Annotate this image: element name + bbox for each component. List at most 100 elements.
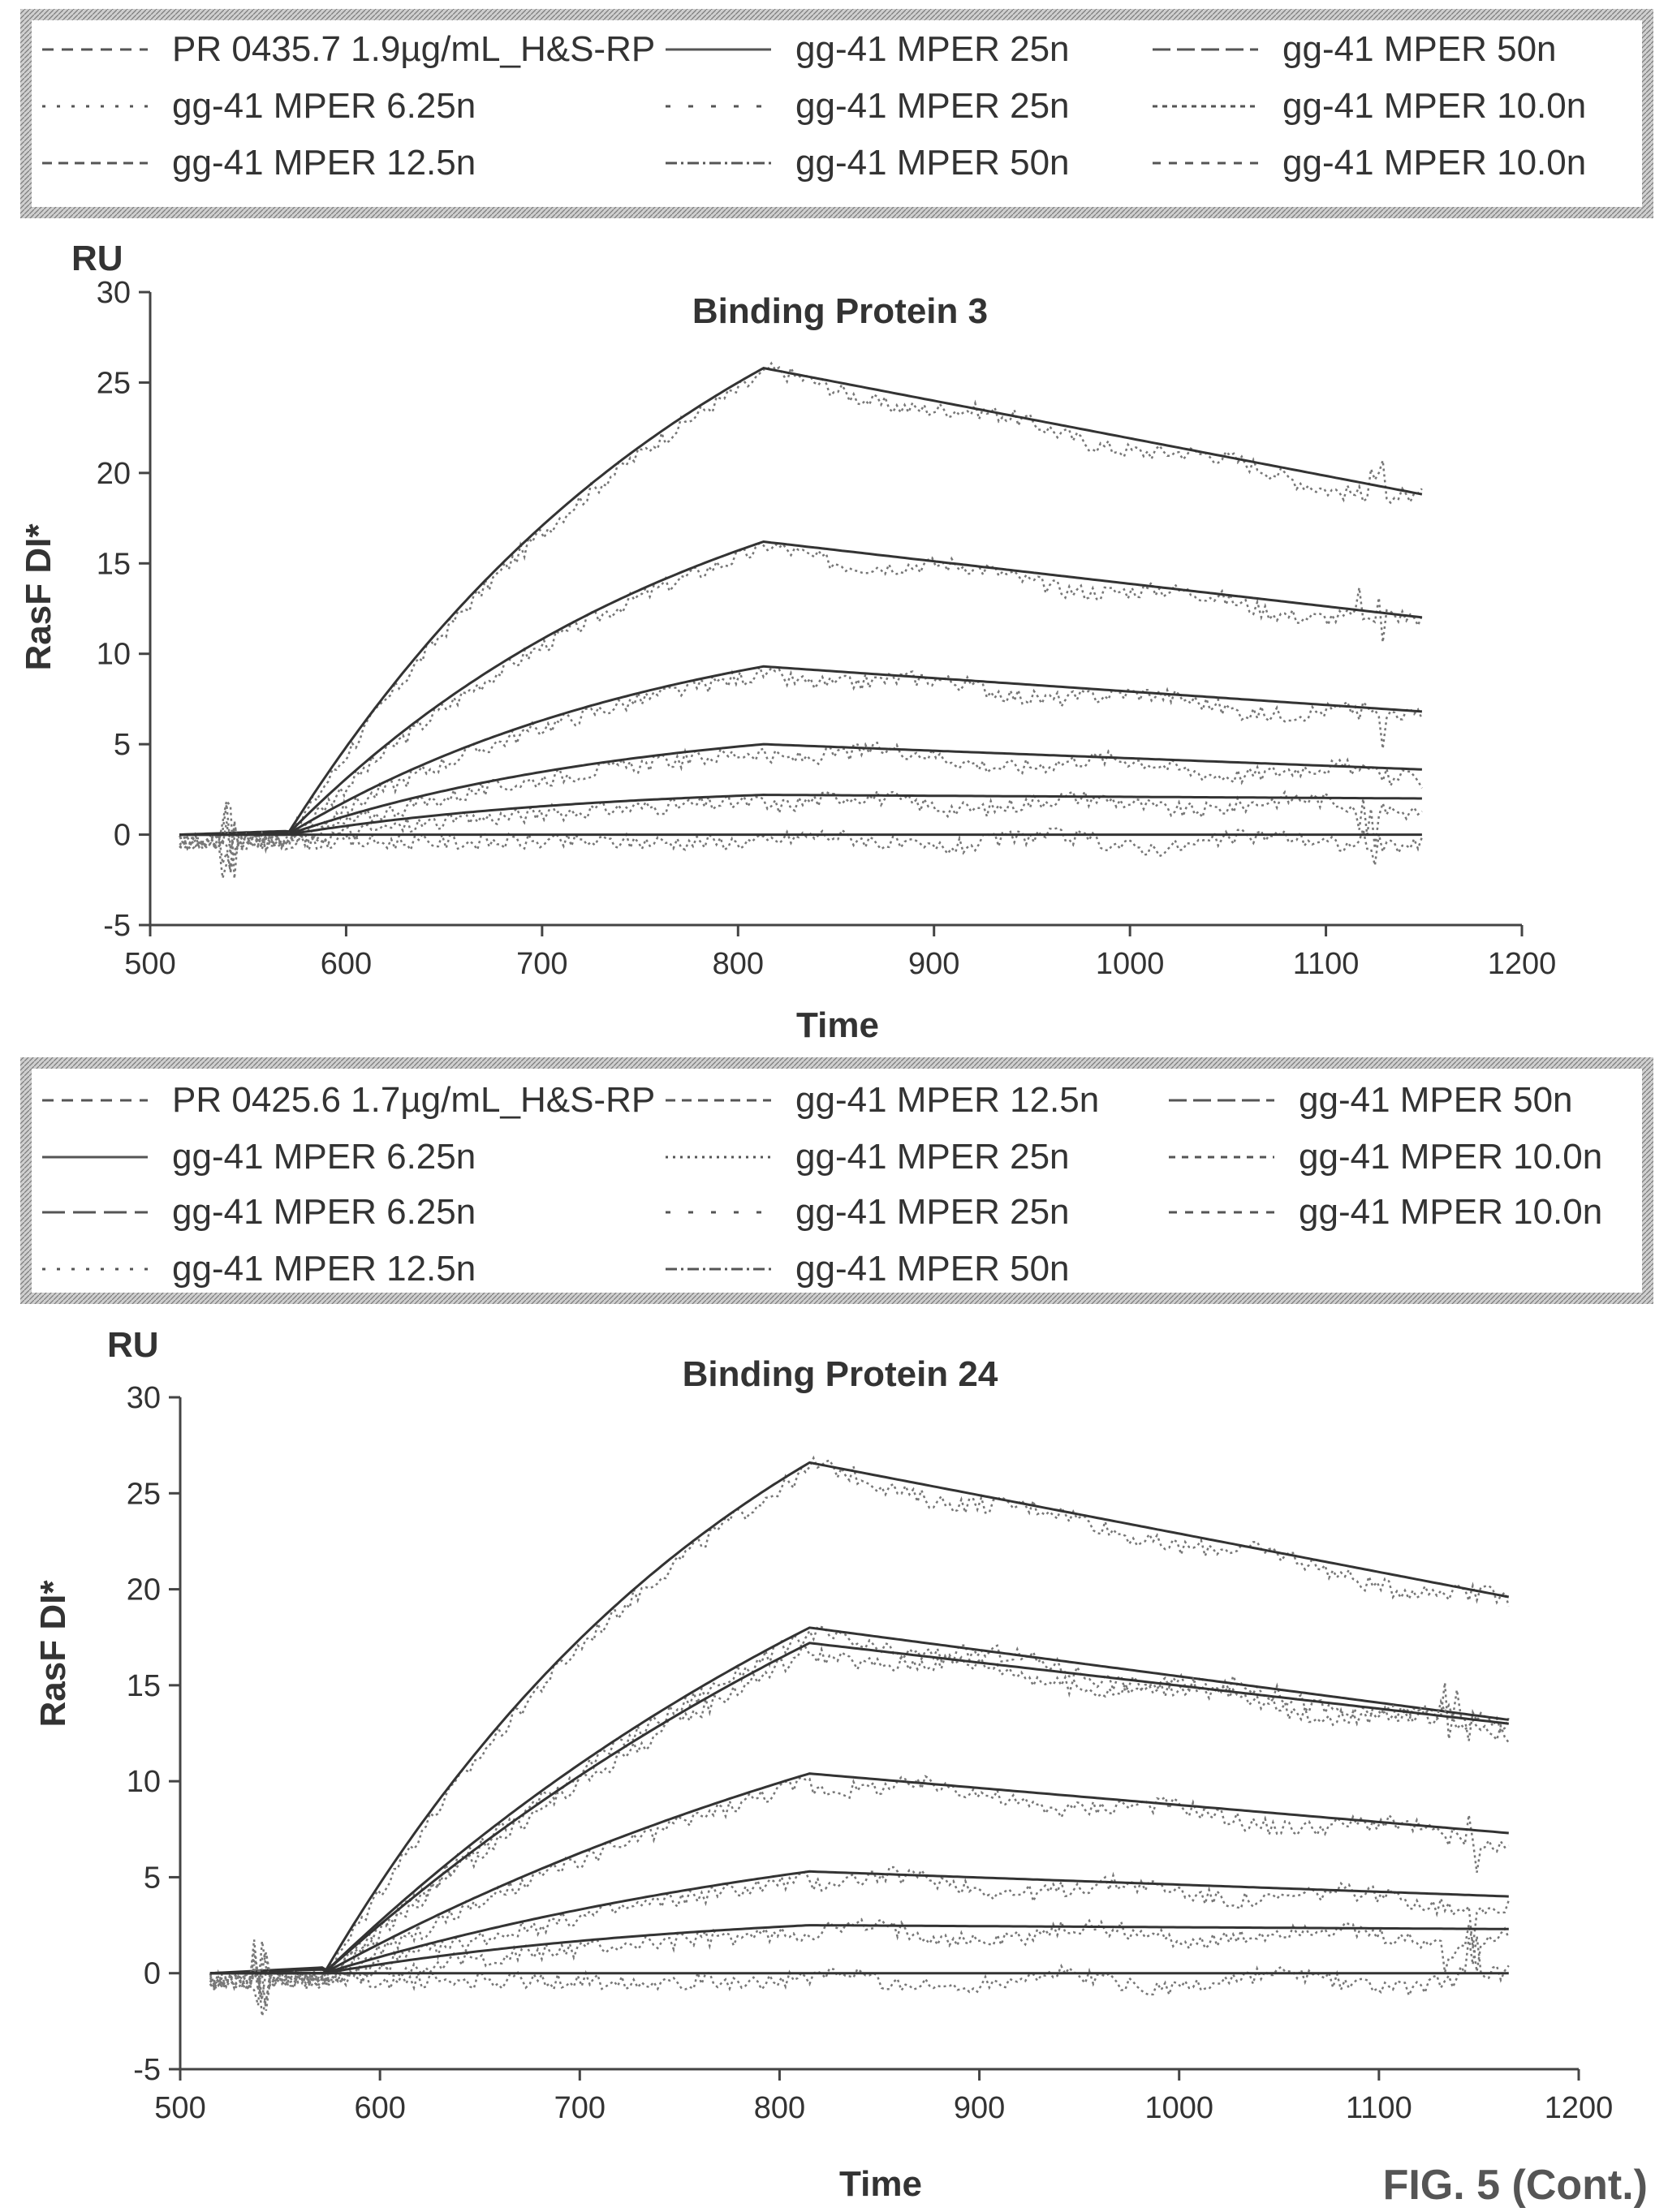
series-fit-line xyxy=(209,1642,1509,1975)
legend-label: gg-41 MPER 10.0n xyxy=(1282,143,1586,183)
y-axis-label-1: RasF DI* xyxy=(19,523,58,671)
y-tick-label: 20 xyxy=(97,457,131,491)
plot-area-2 xyxy=(209,1455,1510,2016)
chart-binding-protein-3: PR 0435.7 1.9µg/mL_H&S-RP gg-41 MPER 25n g… xyxy=(19,9,1653,1045)
chart-title-1: Binding Protein 3 xyxy=(692,291,988,331)
figure-label: FIG. 5 (Cont.) xyxy=(1383,2162,1648,2209)
legend-label: PR 0435.7 1.9µg/mL_H&S-RP xyxy=(172,29,655,69)
x-tick-label: 1000 xyxy=(1096,947,1165,981)
legend-label: gg-41 MPER 10.0n xyxy=(1299,1137,1602,1177)
y-tick-label: 25 xyxy=(97,366,131,400)
legend-entry: gg-41 MPER 25n xyxy=(666,29,1070,69)
legend-label: gg-41 MPER 6.25n xyxy=(172,1137,476,1177)
chart-title-2: Binding Protein 24 xyxy=(683,1354,998,1394)
legend-entry: PR 0425.6 1.7µg/mL_H&S-RP xyxy=(42,1080,655,1120)
x-axis-label-2: Time xyxy=(839,2164,922,2204)
legend-box-2 xyxy=(20,1057,1653,1304)
legend-label: gg-41 MPER 12.5n xyxy=(172,1249,476,1289)
legend-entry: gg-41 MPER 25n xyxy=(666,1137,1070,1177)
x-tick-label: 600 xyxy=(354,2091,405,2125)
legend-label: gg-41 MPER 12.5n xyxy=(795,1080,1099,1120)
series-fit-line xyxy=(179,742,1422,837)
y-tick-label: 10 xyxy=(127,1765,161,1799)
legend-label: gg-41 MPER 25n xyxy=(795,1192,1070,1232)
series-observed-line xyxy=(179,741,1423,854)
series-observed-line xyxy=(179,821,1424,866)
legend-entry: gg-41 MPER 6.25n xyxy=(42,86,476,126)
legend-label: gg-41 MPER 25n xyxy=(795,1137,1070,1177)
series-observed-line xyxy=(209,1775,1510,2012)
x-tick-label: 900 xyxy=(954,2091,1005,2125)
legend-label: gg-41 MPER 12.5n xyxy=(172,143,476,183)
legend-entry: gg-41 MPER 6.25n xyxy=(42,1192,476,1232)
legend-entry: gg-41 MPER 50n xyxy=(1153,29,1557,69)
legend-entry: gg-41 MPER 12.5n xyxy=(42,1249,476,1289)
legend-entry: gg-41 MPER 25n xyxy=(666,1192,1070,1232)
legend-entry: gg-41 MPER 25n xyxy=(666,86,1070,126)
series-observed-line xyxy=(209,1917,1510,1994)
y-tick-label: 0 xyxy=(114,819,131,853)
y-tick-label: -5 xyxy=(103,909,131,943)
x-tick-label: 700 xyxy=(516,947,567,981)
y-tick-label: 25 xyxy=(127,1477,161,1511)
legend-entry: gg-41 MPER 50n xyxy=(666,1249,1070,1289)
x-tick-label: 1100 xyxy=(1346,2091,1412,2125)
series-observed-line xyxy=(209,1455,1510,2006)
y-tick-label: 5 xyxy=(144,1861,161,1895)
series-fit-line xyxy=(179,793,1422,837)
x-tick-label: 500 xyxy=(154,2091,205,2125)
series-observed-line xyxy=(209,1866,1510,1999)
legend-label: gg-41 MPER 25n xyxy=(795,86,1070,126)
series-fit-line xyxy=(209,1870,1509,1975)
y-unit-label-1: RU xyxy=(71,239,123,278)
legend-label: gg-41 MPER 10.0n xyxy=(1299,1192,1602,1232)
legend-label: gg-41 MPER 6.25n xyxy=(172,1192,476,1232)
y-tick-label: 0 xyxy=(144,1957,161,1991)
x-tick-label: 800 xyxy=(754,2091,805,2125)
legend-label: gg-41 MPER 10.0n xyxy=(1282,86,1586,126)
y-tick-label: -5 xyxy=(133,2053,161,2087)
legend-entry: gg-41 MPER 10.0n xyxy=(1169,1192,1602,1232)
series-fit-line xyxy=(209,1924,1509,1975)
y-tick-label: 10 xyxy=(97,638,131,672)
legend-label: gg-41 MPER 50n xyxy=(1282,29,1557,69)
x-tick-label: 700 xyxy=(554,2091,606,2125)
legend-entry: gg-41 MPER 10.0n xyxy=(1153,143,1586,183)
legend-entry: gg-41 MPER 12.5n xyxy=(666,1080,1099,1120)
series-fit-line xyxy=(209,1626,1509,1975)
series-observed-line xyxy=(209,1935,1510,2004)
plot-area-1 xyxy=(179,361,1424,880)
series-fit-line xyxy=(179,665,1423,837)
series-fit-line xyxy=(209,1772,1509,1975)
legend-entry: gg-41 MPER 12.5n xyxy=(42,143,476,183)
y-tick-label: 15 xyxy=(127,1669,161,1703)
x-tick-label: 1000 xyxy=(1144,2091,1213,2125)
axes-2: -5 0 5 10 15 20 25 30 500 600 700 800 900 1000 1100 120… xyxy=(127,1381,1614,2125)
y-tick-label: 5 xyxy=(114,728,131,762)
legend-box-1 xyxy=(20,9,1653,218)
legend-2: PR 0425.6 1.7µg/mL_H&S-RP gg-41 MPER 12.5… xyxy=(42,1080,1602,1289)
legend-entry: gg-41 MPER 10.0n xyxy=(1153,86,1586,126)
y-tick-label: 30 xyxy=(127,1381,161,1415)
legend-label: PR 0425.6 1.7µg/mL_H&S-RP xyxy=(172,1080,655,1120)
y-unit-label-2: RU xyxy=(107,1325,159,1365)
series-observed-line xyxy=(179,541,1424,879)
x-tick-label: 1200 xyxy=(1488,947,1557,981)
chart-binding-protein-24: PR 0425.6 1.7µg/mL_H&S-RP gg-41 MPER 12.5… xyxy=(20,1057,1653,2204)
series-observed-line xyxy=(209,1625,1510,1990)
legend-entry: gg-41 MPER 6.25n xyxy=(42,1137,476,1177)
legend-label: gg-41 MPER 6.25n xyxy=(172,86,476,126)
x-tick-label: 600 xyxy=(321,947,372,981)
x-tick-label: 500 xyxy=(124,947,175,981)
y-tick-label: 30 xyxy=(97,276,131,310)
x-tick-label: 900 xyxy=(908,947,959,981)
series-fit-line xyxy=(179,367,1423,837)
legend-entry: PR 0435.7 1.9µg/mL_H&S-RP xyxy=(42,29,655,69)
y-axis-label-2: RasF DI* xyxy=(33,1580,73,1728)
series-observed-line xyxy=(179,788,1423,871)
x-tick-label: 1100 xyxy=(1293,947,1360,981)
legend-label: gg-41 MPER 50n xyxy=(1299,1080,1573,1120)
legend-1: PR 0435.7 1.9µg/mL_H&S-RP gg-41 MPER 25n g… xyxy=(42,29,1586,183)
series-fit-line xyxy=(209,1461,1510,1975)
